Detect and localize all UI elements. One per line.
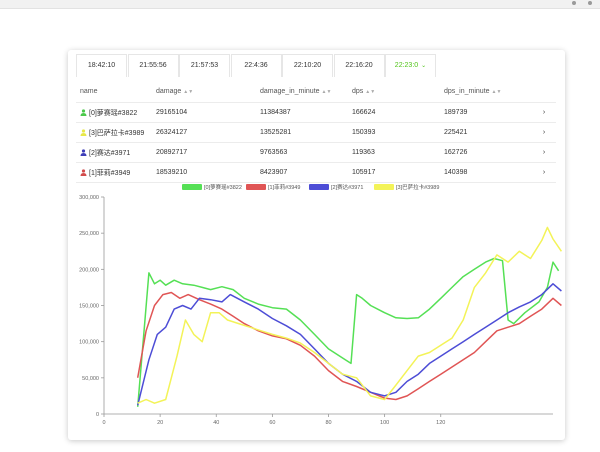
column-header-damage-in-minute[interactable]: damage_in_minute ▲▼ (256, 81, 348, 103)
cell-dps-in-minute: 162726 (440, 142, 532, 163)
x-tick-label: 120 (436, 420, 445, 426)
tab-timestamp[interactable]: 22:4:36 (230, 54, 282, 77)
cell-damage: 26324127 (152, 122, 256, 143)
cell-name: [1]菲莉#3949 (76, 162, 152, 183)
legend-swatch (182, 184, 202, 190)
sort-icon[interactable]: ▲▼ (183, 89, 194, 95)
table-row[interactable]: [1]菲莉#3949 18539210 8423907 105917 14039… (76, 162, 556, 183)
column-header-expand (532, 81, 556, 103)
cell-damage: 18539210 (152, 162, 256, 183)
sort-icon[interactable]: ▲▼ (491, 89, 502, 95)
timestamp-tabs: 18:42:10 21:55:56 21:57:53 22:4:36 22:10… (76, 54, 437, 78)
user-icon (80, 148, 87, 156)
dps-line-chart: 0 50,000 100,000 150,000 200,000 250,000 300,0… (79, 183, 563, 426)
y-tick-label: 50,000 (82, 376, 99, 382)
tab-timestamp[interactable]: 22:10:20 (282, 54, 333, 77)
legend-label: [3]巴萨拉卡#3989 (396, 183, 439, 191)
column-header-dps[interactable]: dps ▲▼ (348, 81, 440, 103)
cell-name: [3]巴萨拉卡#3989 (76, 122, 152, 143)
cell-damage: 20892717 (152, 142, 256, 163)
tab-timestamp[interactable]: 18:42:10 (76, 54, 127, 77)
cell-dps: 119363 (348, 142, 440, 163)
cell-damage-in-minute: 8423907 (256, 162, 348, 183)
legend-label: [1]菲莉#3949 (268, 183, 300, 191)
cell-name: [2]赛达#3971 (76, 142, 152, 163)
chevron-right-icon[interactable]: › (532, 142, 556, 163)
x-tick-label: 80 (325, 420, 331, 426)
window-dot (588, 1, 592, 5)
chevron-right-icon[interactable]: › (532, 122, 556, 143)
series-line (136, 291, 562, 401)
table-header-row: name damage ▲▼ damage_in_minute ▲▼ dps ▲▼ d… (76, 81, 556, 103)
cell-dps: 150393 (348, 122, 440, 143)
browser-top-bar (0, 0, 600, 9)
legend-swatch (246, 184, 266, 190)
tab-label: 22:23:0 (394, 62, 419, 69)
tab-timestamp-active[interactable]: 22:23:0 ⌄ (385, 54, 436, 77)
chevron-right-icon[interactable]: › (532, 102, 556, 123)
cell-dps: 105917 (348, 162, 440, 183)
tab-timestamp[interactable]: 21:55:56 (127, 54, 179, 77)
series-line (137, 226, 563, 404)
cell-dps: 166624 (348, 102, 440, 123)
y-tick-label: 200,000 (79, 267, 99, 273)
table-row[interactable]: [3]巴萨拉卡#3989 26324127 13525281 150393 22… (76, 122, 556, 143)
column-header-dps-in-minute[interactable]: dps_in_minute ▲▼ (440, 81, 532, 103)
tab-timestamp[interactable]: 22:16:20 (333, 54, 385, 77)
legend-label: [0]萝赛瑶#3822 (204, 183, 242, 191)
column-header-damage[interactable]: damage ▲▼ (152, 81, 256, 103)
chevron-right-icon[interactable]: › (532, 162, 556, 183)
chevron-down-icon: ⌄ (421, 63, 427, 69)
cell-dps-in-minute: 225421 (440, 122, 532, 143)
legend-swatch (374, 184, 394, 190)
cell-damage-in-minute: 11384387 (256, 102, 348, 123)
window-dot (572, 1, 576, 5)
user-icon (80, 128, 87, 136)
legend-swatch (309, 184, 329, 190)
y-tick-label: 0 (96, 412, 99, 418)
damage-table: name damage ▲▼ damage_in_minute ▲▼ dps ▲▼ d… (76, 81, 556, 183)
sort-icon[interactable]: ▲▼ (365, 89, 376, 95)
y-tick-label: 300,000 (79, 195, 99, 201)
column-header-name: name (76, 81, 152, 103)
table-row[interactable]: [0]萝赛瑶#3822 29165104 11384387 166624 189… (76, 102, 556, 123)
x-tick-label: 60 (269, 420, 275, 426)
cell-damage: 29165104 (152, 102, 256, 123)
y-tick-label: 100,000 (79, 340, 99, 346)
cell-damage-in-minute: 9763563 (256, 142, 348, 163)
user-icon (80, 168, 87, 176)
x-tick-label: 40 (213, 420, 219, 426)
cell-dps-in-minute: 189739 (440, 102, 532, 123)
cell-damage-in-minute: 13525281 (256, 122, 348, 143)
cell-name: [0]萝赛瑶#3822 (76, 102, 152, 123)
y-tick-label: 250,000 (79, 231, 99, 237)
cell-dps-in-minute: 140398 (440, 162, 532, 183)
x-tick-label: 100 (380, 420, 389, 426)
series-line (136, 283, 562, 406)
x-tick-label: 20 (157, 420, 163, 426)
sort-icon[interactable]: ▲▼ (321, 89, 332, 95)
y-tick-label: 150,000 (79, 304, 99, 310)
series-line (136, 257, 560, 407)
x-tick-label: 0 (102, 420, 105, 426)
legend-label: [2]赛达#3971 (331, 183, 363, 191)
damage-report-card: 18:42:10 21:55:56 21:57:53 22:4:36 22:10… (68, 50, 565, 440)
table-row[interactable]: [2]赛达#3971 20892717 9763563 119363 16272… (76, 142, 556, 163)
user-icon (80, 108, 87, 116)
tab-timestamp[interactable]: 21:57:53 (179, 54, 230, 77)
